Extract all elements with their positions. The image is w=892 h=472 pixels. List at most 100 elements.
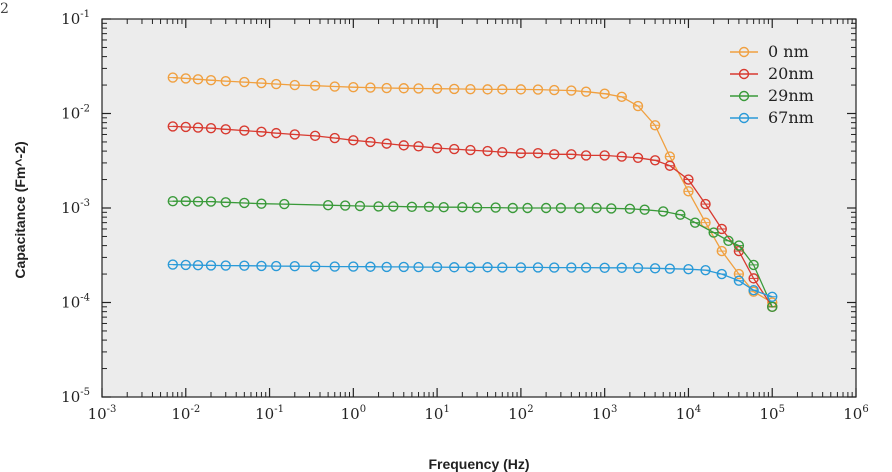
data-point <box>348 261 359 272</box>
data-point <box>167 196 179 207</box>
data-point <box>289 79 300 91</box>
data-point <box>482 262 493 273</box>
corner-fragment: 2 <box>0 1 9 17</box>
data-point <box>220 260 231 271</box>
data-point <box>716 245 727 257</box>
data-point <box>580 86 592 97</box>
x-tick-label: 103 <box>592 404 617 423</box>
data-point <box>599 88 610 99</box>
data-point <box>279 198 290 210</box>
data-point <box>413 141 424 152</box>
data-point <box>490 202 501 213</box>
data-point <box>566 149 577 160</box>
data-point <box>748 284 759 296</box>
data-point <box>340 200 351 211</box>
data-point <box>482 145 493 157</box>
data-point <box>457 201 468 213</box>
data-point <box>449 262 460 273</box>
data-point <box>365 82 376 93</box>
data-point <box>616 91 627 103</box>
data-point <box>329 132 340 144</box>
data-point <box>388 201 399 212</box>
x-tick-label: 104 <box>676 404 701 423</box>
data-point <box>632 262 644 274</box>
data-point <box>497 84 508 95</box>
data-point <box>683 186 694 197</box>
data-point <box>180 259 191 271</box>
data-point <box>540 202 552 214</box>
data-point <box>507 202 518 214</box>
data-point <box>256 126 267 138</box>
data-point <box>723 235 734 246</box>
data-point <box>220 197 231 208</box>
data-point <box>482 84 493 95</box>
data-point <box>580 262 592 273</box>
data-point <box>256 198 267 209</box>
data-point <box>658 206 669 217</box>
data-point <box>431 142 443 154</box>
data-point <box>549 84 560 96</box>
data-point <box>515 262 527 273</box>
data-point <box>348 81 359 93</box>
data-point <box>748 259 759 271</box>
data-point <box>549 262 560 273</box>
data-point <box>675 209 686 220</box>
data-point <box>515 148 527 159</box>
data-point <box>167 121 179 132</box>
data-point <box>733 275 745 286</box>
series-4 <box>167 259 778 302</box>
data-point <box>381 261 392 273</box>
data-point <box>465 262 476 273</box>
data-point <box>220 75 231 87</box>
data-point <box>616 262 627 273</box>
data-point <box>716 268 727 280</box>
data-point <box>700 198 711 210</box>
x-axis-title: Frequency (Hz) <box>428 456 529 472</box>
data-point <box>381 138 392 149</box>
legend-item: 29nm <box>730 86 814 105</box>
data-point <box>700 264 711 276</box>
data-point <box>708 227 719 238</box>
data-point <box>309 80 321 91</box>
y-tick-label: 10-3 <box>61 198 90 217</box>
x-tick-label: 102 <box>508 404 533 423</box>
data-point <box>599 150 610 161</box>
legend-item: 0 nm <box>730 42 809 61</box>
data-point <box>192 122 204 133</box>
data-point <box>599 262 610 273</box>
data-point <box>532 262 544 273</box>
data-point <box>289 261 300 272</box>
data-point <box>205 196 217 207</box>
data-point <box>649 263 661 274</box>
data-point <box>354 200 366 212</box>
data-point <box>471 202 483 213</box>
data-point <box>270 78 282 90</box>
data-point <box>192 74 204 85</box>
data-point <box>167 259 179 270</box>
legend-label: 67nm <box>768 108 814 127</box>
data-point <box>580 150 592 161</box>
data-point <box>348 135 359 146</box>
data-point <box>616 151 627 162</box>
data-point <box>329 81 340 92</box>
legend-label: 20nm <box>768 64 814 83</box>
data-point <box>497 146 508 158</box>
data-point <box>180 121 191 133</box>
data-point <box>683 174 694 185</box>
data-point <box>180 196 191 207</box>
x-tick-labels: 10-3 10-2 10-1 100 101 102 103 104 105 106 <box>88 404 869 423</box>
data-point <box>239 125 250 136</box>
data-point <box>624 203 636 215</box>
data-point <box>555 202 567 214</box>
y-tick-label: 10-2 <box>61 104 90 123</box>
data-point <box>373 201 384 212</box>
data-point <box>423 201 435 212</box>
data-point <box>329 261 340 272</box>
x-tick-label: 10-1 <box>255 404 284 423</box>
data-point <box>270 127 282 139</box>
data-point <box>449 83 460 95</box>
data-point <box>365 261 376 272</box>
data-point <box>431 83 443 94</box>
data-point <box>522 202 533 214</box>
